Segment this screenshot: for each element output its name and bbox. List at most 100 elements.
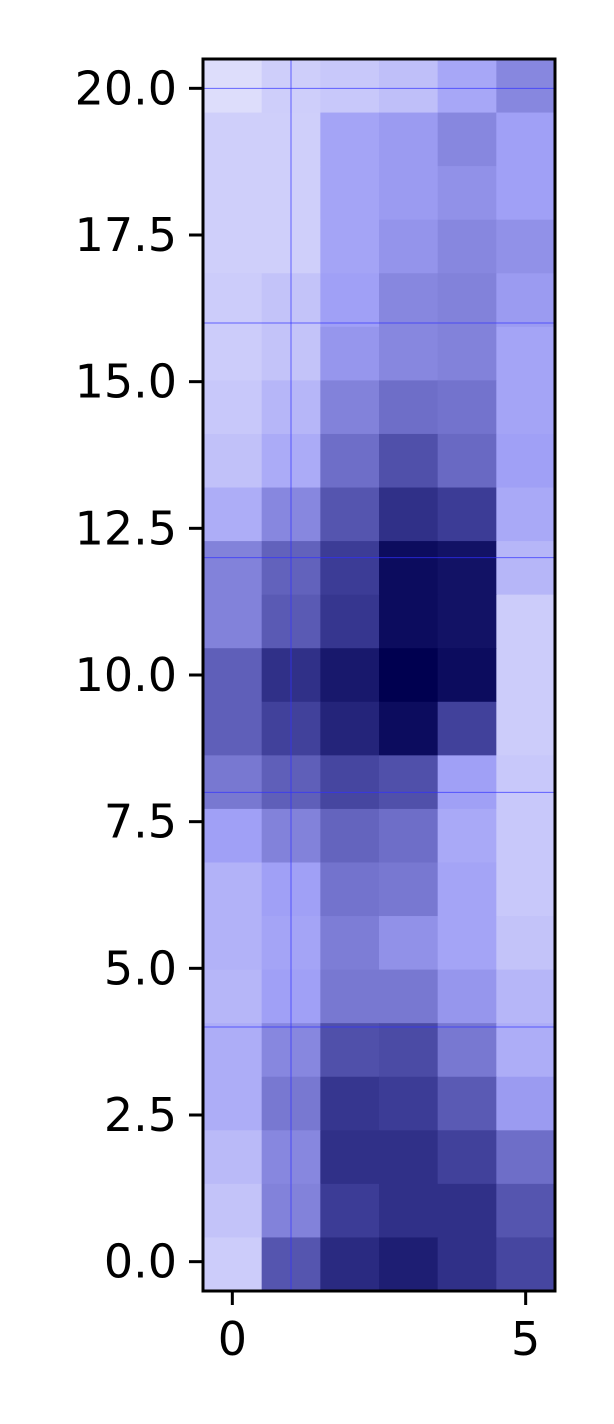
y-axis: 0.0 2.5 5.0 7.5 10.0 12.5 15.0 17.5 20.0 bbox=[75, 61, 203, 1289]
heatmap-cell bbox=[203, 541, 263, 596]
heatmap-cell bbox=[496, 380, 556, 435]
x-tick-label: 0 bbox=[218, 1312, 247, 1366]
heatmap-cell bbox=[203, 755, 263, 810]
heatmap-cell bbox=[379, 433, 439, 489]
heatmap-cell bbox=[496, 969, 556, 1024]
heatmap-cell bbox=[437, 380, 497, 435]
heatmap-cell bbox=[379, 1076, 439, 1131]
x-tick-label: 5 bbox=[511, 1312, 540, 1366]
heatmap-cell bbox=[437, 1076, 497, 1131]
heatmap-cell bbox=[320, 541, 380, 596]
heatmap-cell bbox=[496, 648, 556, 703]
y-tick-label: 0.0 bbox=[104, 1235, 177, 1289]
y-tick-label: 20.0 bbox=[75, 61, 177, 115]
heatmap-cell bbox=[437, 112, 497, 167]
heatmap-cell bbox=[203, 862, 263, 917]
heatmap-cell bbox=[379, 1183, 439, 1239]
heatmap-cell bbox=[320, 862, 380, 917]
heatmap-cell bbox=[496, 1130, 556, 1185]
heatmap-cell bbox=[379, 541, 439, 596]
heatmap-cell bbox=[437, 219, 497, 274]
heatmap-cells bbox=[203, 59, 556, 1292]
heatmap-cell bbox=[320, 59, 380, 114]
heatmap-cell bbox=[203, 969, 263, 1024]
heatmap-cell bbox=[379, 1130, 439, 1185]
heatmap-cell bbox=[379, 701, 439, 756]
heatmap-cell bbox=[496, 701, 556, 756]
heatmap-cell bbox=[437, 433, 497, 489]
heatmap-cell bbox=[496, 1183, 556, 1239]
heatmap-cell bbox=[320, 433, 380, 489]
heatmap-cell bbox=[496, 433, 556, 489]
heatmap-cell bbox=[320, 755, 380, 810]
heatmap-cell bbox=[203, 1076, 263, 1131]
heatmap-cell bbox=[320, 326, 380, 381]
heatmap-cell bbox=[437, 1183, 497, 1239]
heatmap-cell bbox=[496, 112, 556, 167]
heatmap-cell bbox=[496, 59, 556, 114]
heatmap-cell bbox=[437, 755, 497, 810]
heatmap-cell bbox=[496, 916, 556, 971]
heatmap-cell bbox=[203, 166, 263, 221]
heatmap-cell bbox=[320, 1023, 380, 1078]
heatmap-cell bbox=[379, 969, 439, 1024]
heatmap-cell bbox=[437, 969, 497, 1024]
heatmap-cell bbox=[496, 166, 556, 221]
heatmap-cell bbox=[320, 1183, 380, 1239]
heatmap-cell bbox=[496, 273, 556, 328]
heatmap-cell bbox=[320, 648, 380, 703]
heatmap-cell bbox=[320, 273, 380, 328]
heatmap-cell bbox=[320, 1130, 380, 1185]
heatmap-cell bbox=[379, 166, 439, 221]
heatmap-cell bbox=[320, 112, 380, 167]
heatmap-cell bbox=[203, 594, 263, 649]
heatmap-cell bbox=[203, 380, 263, 435]
heatmap-cell bbox=[379, 219, 439, 274]
heatmap-cell bbox=[496, 541, 556, 596]
heatmap-cell bbox=[437, 1237, 497, 1292]
heatmap-cell bbox=[320, 487, 380, 542]
heatmap-cell bbox=[496, 487, 556, 542]
heatmap-cell bbox=[320, 166, 380, 221]
heatmap-cell bbox=[496, 1076, 556, 1131]
heatmap-cell bbox=[320, 594, 380, 649]
heatmap-cell bbox=[320, 701, 380, 756]
heatmap-cell bbox=[379, 326, 439, 381]
heatmap-cell bbox=[379, 1023, 439, 1078]
heatmap-cell bbox=[379, 862, 439, 917]
heatmap-cell bbox=[437, 487, 497, 542]
heatmap-cell bbox=[203, 648, 263, 703]
heatmap-cell bbox=[320, 219, 380, 274]
heatmap-cell bbox=[379, 112, 439, 167]
heatmap-cell bbox=[379, 648, 439, 703]
heatmap-cell bbox=[437, 326, 497, 381]
heatmap-cell bbox=[203, 701, 263, 756]
heatmap-cell bbox=[496, 1237, 556, 1292]
heatmap-cell bbox=[379, 755, 439, 810]
heatmap-cell bbox=[320, 1237, 380, 1292]
heatmap-cell bbox=[203, 433, 263, 489]
heatmap-cell bbox=[203, 326, 263, 381]
heatmap-cell bbox=[379, 273, 439, 328]
heatmap-cell bbox=[203, 273, 263, 328]
heatmap-cell bbox=[437, 166, 497, 221]
heatmap-cell bbox=[320, 1076, 380, 1131]
heatmap-cell bbox=[496, 755, 556, 810]
heatmap-cell bbox=[437, 594, 497, 649]
heatmap-cell bbox=[379, 1237, 439, 1292]
heatmap-cell bbox=[379, 916, 439, 971]
heatmap-cell bbox=[203, 1237, 263, 1292]
heatmap-cell bbox=[437, 808, 497, 864]
heatmap-cell bbox=[379, 380, 439, 435]
heatmap-cell bbox=[496, 862, 556, 917]
heatmap-cell bbox=[437, 1130, 497, 1185]
y-tick-label: 5.0 bbox=[104, 941, 177, 995]
heatmap-cell bbox=[203, 808, 263, 864]
grid-lines bbox=[203, 59, 555, 1291]
heatmap-cell bbox=[203, 1023, 263, 1078]
heatmap-cell bbox=[496, 808, 556, 864]
y-tick-label: 12.5 bbox=[75, 501, 177, 555]
heatmap-cell bbox=[437, 273, 497, 328]
